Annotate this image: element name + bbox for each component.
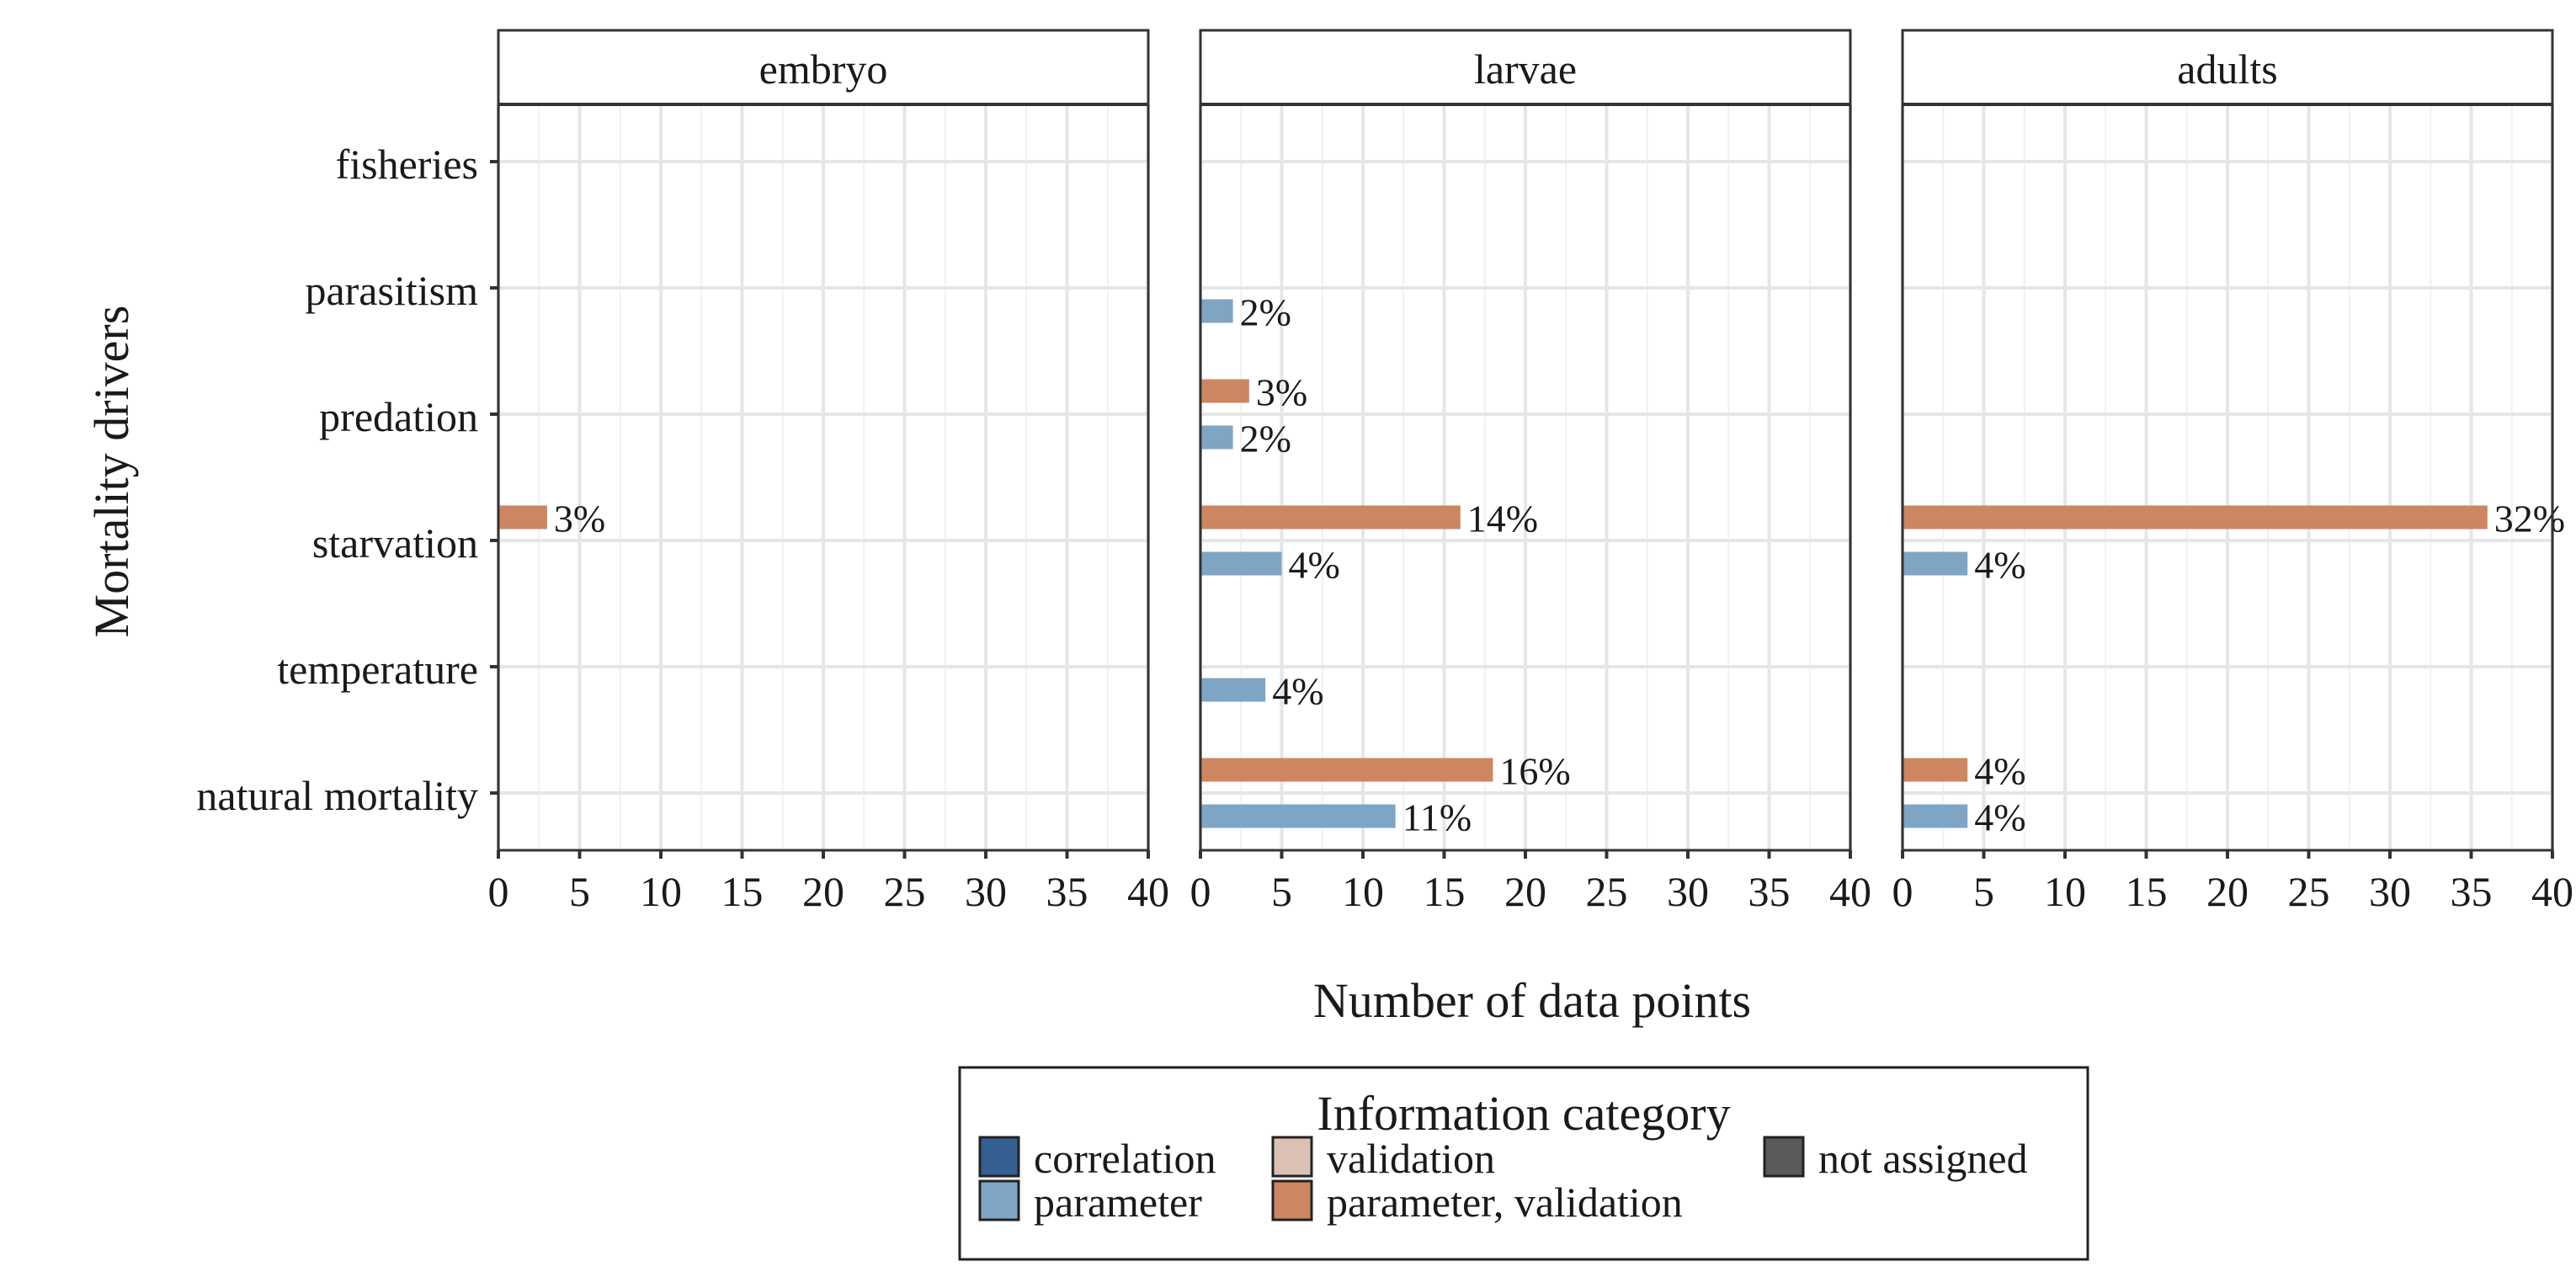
bar-starvation-parameter-validation <box>498 505 547 530</box>
legend-label-correlation: correlation <box>1034 1135 1216 1182</box>
x-tick-label: 5 <box>1973 868 1994 915</box>
legend-label-parameter-validation: parameter, validation <box>1327 1179 1683 1226</box>
data-label: 14% <box>1467 498 1538 540</box>
y-tick-label-natural-mortality: natural mortality <box>196 772 478 819</box>
data-label: 3% <box>1256 371 1307 414</box>
x-axis-title: Number of data points <box>1313 973 1751 1028</box>
facet-label: embryo <box>759 45 888 93</box>
x-tick-label: 0 <box>1892 868 1913 915</box>
x-tick-label: 20 <box>1504 868 1546 915</box>
bar-natural-mortality-parameter-validation <box>1903 758 1968 782</box>
x-tick-label: 20 <box>2206 868 2249 915</box>
x-tick-label: 35 <box>1046 868 1088 915</box>
bar-natural-mortality-parameter <box>1200 804 1396 828</box>
bar-starvation-parameter <box>1200 551 1282 576</box>
facet-label: larvae <box>1474 45 1577 93</box>
bar-starvation-parameter <box>1903 551 1968 576</box>
x-tick-label: 10 <box>640 868 682 915</box>
legend-key-not-assigned <box>1763 1136 1805 1178</box>
x-tick-label: 0 <box>1190 868 1211 915</box>
data-label: 32% <box>2494 498 2565 540</box>
facet-strip <box>1901 29 2554 106</box>
x-tick-label: 15 <box>1424 868 1466 915</box>
legend-box <box>958 1066 2089 1261</box>
y-tick-label-parasitism: parasitism <box>305 267 478 314</box>
legend: Information categorycorrelationparameter… <box>958 1066 2089 1261</box>
data-label: 4% <box>1272 670 1323 713</box>
legend-key-validation <box>1271 1136 1313 1178</box>
x-tick-label: 35 <box>1748 868 1791 915</box>
x-tick-label: 40 <box>2531 868 2573 915</box>
bar-starvation-parameter-validation <box>1903 505 2488 530</box>
x-tick-label: 5 <box>1271 868 1292 915</box>
data-label: 2% <box>1240 418 1291 460</box>
x-tick-label: 40 <box>1127 868 1169 915</box>
legend-title: Information category <box>1317 1086 1730 1141</box>
x-tick-label: 15 <box>721 868 764 915</box>
x-tick-label: 5 <box>569 868 590 915</box>
legend-key-parameter-validation <box>1271 1179 1313 1221</box>
bar-natural-mortality-parameter-validation <box>1200 758 1493 782</box>
x-tick-label: 0 <box>488 868 509 915</box>
x-tick-label: 10 <box>1342 868 1384 915</box>
data-label: 4% <box>1974 750 2025 793</box>
facet-strip <box>1199 29 1852 106</box>
legend-key-parameter <box>978 1179 1020 1221</box>
legend-label-not-assigned: not assigned <box>1818 1135 2028 1182</box>
x-tick-label: 10 <box>2044 868 2086 915</box>
data-label: 4% <box>1289 544 1340 587</box>
bar-predation-parameter <box>1200 425 1233 450</box>
x-tick-label: 15 <box>2126 868 2168 915</box>
x-tick-label: 25 <box>884 868 926 915</box>
legend-label-parameter: parameter <box>1034 1179 1202 1226</box>
x-tick-label: 25 <box>2288 868 2330 915</box>
x-tick-label: 30 <box>2369 868 2411 915</box>
data-label: 4% <box>1974 544 2025 587</box>
bar-starvation-parameter-validation <box>1200 505 1461 530</box>
panel-embryo: 3% embryo 0 5 10 15 20 25 30 35 40 <box>488 29 1169 915</box>
y-tick-label-temperature: temperature <box>277 646 478 693</box>
bar-temperature-parameter <box>1200 678 1266 702</box>
bar-predation-parameter-validation <box>1200 379 1249 403</box>
y-tick-label-fisheries: fisheries <box>336 141 478 188</box>
y-tick-label-starvation: starvation <box>312 519 478 567</box>
y-axis: fisheries parasitism predation starvation te… <box>196 141 498 819</box>
bar-parasitism-parameter <box>1200 299 1233 323</box>
bar-natural-mortality-parameter <box>1903 804 1968 828</box>
legend-label-validation: validation <box>1327 1135 1495 1182</box>
x-tick-label: 35 <box>2451 868 2493 915</box>
data-label: 11% <box>1402 796 1472 839</box>
x-tick-label: 40 <box>1829 868 1871 915</box>
x-tick-label: 20 <box>802 868 844 915</box>
facet-strip <box>497 29 1150 106</box>
data-label: 3% <box>554 498 605 540</box>
x-tick-label: 30 <box>1667 868 1709 915</box>
y-tick-label-predation: predation <box>319 393 478 440</box>
data-label: 16% <box>1499 750 1570 793</box>
facet-label: adults <box>2177 45 2277 93</box>
y-axis-title: Mortality drivers <box>84 306 139 638</box>
data-label: 2% <box>1240 291 1291 334</box>
data-label: 4% <box>1974 796 2025 839</box>
x-tick-label: 25 <box>1586 868 1628 915</box>
legend-key-correlation <box>978 1136 1020 1178</box>
x-tick-label: 30 <box>965 868 1007 915</box>
